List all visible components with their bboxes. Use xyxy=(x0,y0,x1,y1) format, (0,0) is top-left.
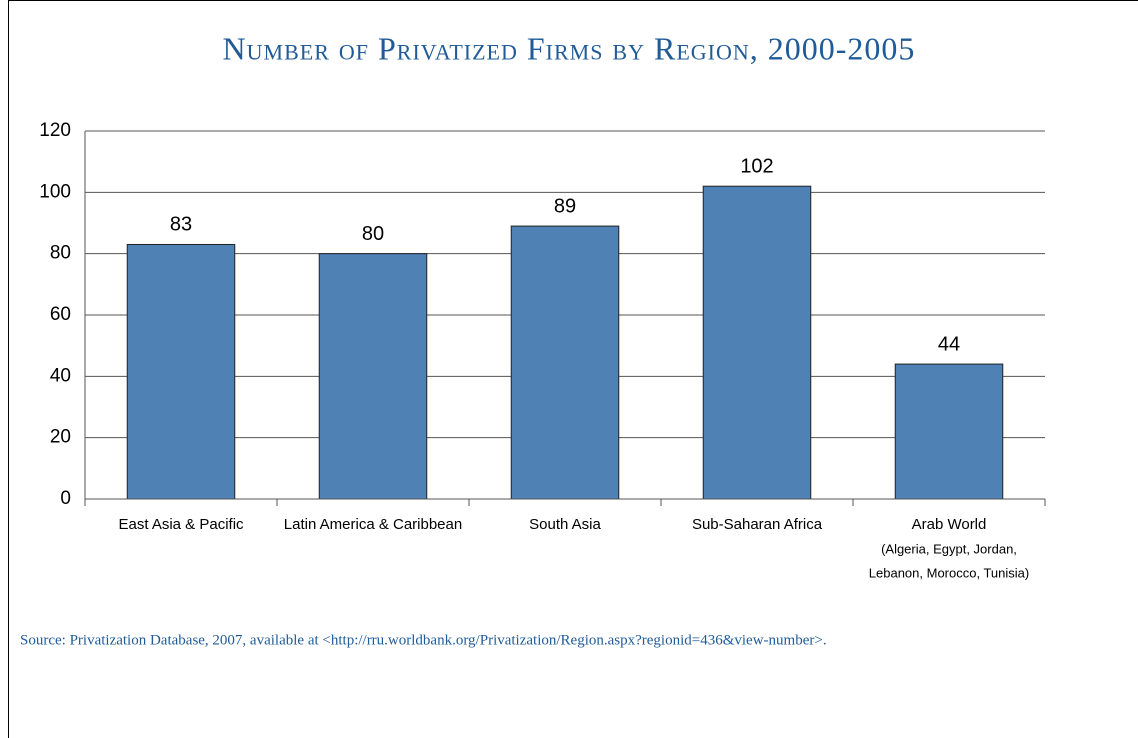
y-tick-label: 60 xyxy=(50,304,71,325)
bar xyxy=(894,363,1004,500)
bar xyxy=(126,243,236,500)
y-tick-label: 120 xyxy=(39,120,71,141)
category-note: Lebanon, Morocco, Tunisia) xyxy=(869,565,1029,580)
value-label: 83 xyxy=(170,214,192,236)
category-note: (Algeria, Egypt, Jordan, xyxy=(881,541,1017,556)
chart-title: Number of Privatized Firms by Region, 20… xyxy=(223,30,916,66)
bar xyxy=(318,253,428,500)
value-label: 44 xyxy=(938,333,960,355)
x-tick-label: Arab World xyxy=(912,516,987,533)
y-tick-label: 80 xyxy=(50,243,71,264)
y-tick-label: 100 xyxy=(39,181,71,202)
y-tick-label: 20 xyxy=(50,427,71,448)
frame xyxy=(8,0,1138,738)
value-label: 80 xyxy=(362,223,384,245)
y-tick-label: 0 xyxy=(60,488,71,509)
x-tick-label: South Asia xyxy=(529,516,601,533)
bar xyxy=(510,225,620,500)
source-note: Source: Privatization Database, 2007, av… xyxy=(20,632,827,648)
x-tick-label: Sub-Saharan Africa xyxy=(692,516,823,533)
value-label: 102 xyxy=(740,155,773,177)
value-label: 89 xyxy=(554,195,576,217)
x-tick-label: Latin America & Caribbean xyxy=(284,516,462,533)
bar xyxy=(702,185,812,500)
y-tick-label: 40 xyxy=(50,365,71,386)
x-tick-label: East Asia & Pacific xyxy=(118,516,244,533)
